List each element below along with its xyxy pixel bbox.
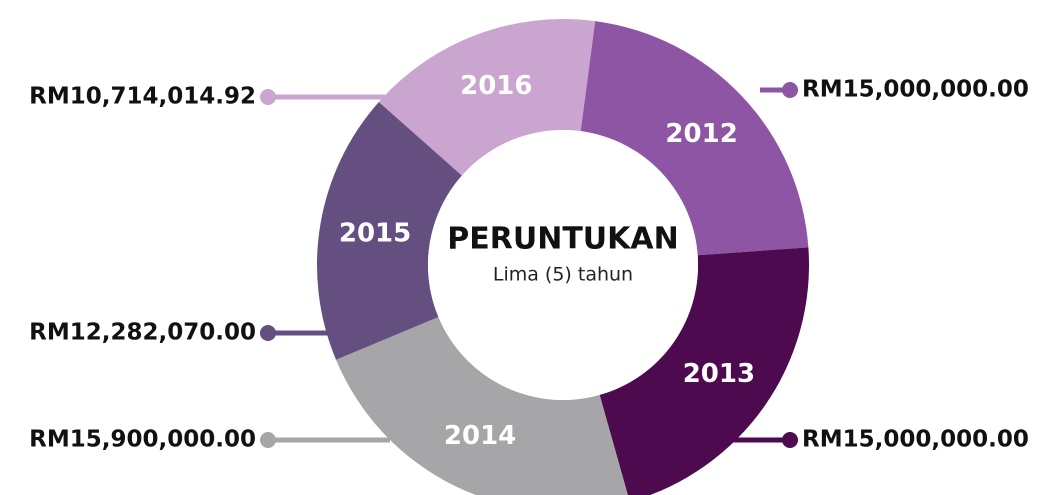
value-label: RM10,714,014.92 [29,84,256,110]
segment-label: 2015 [339,218,411,248]
segment-label: 2014 [444,421,516,451]
callout-dot [782,82,798,98]
value-label: RM12,282,070.00 [29,320,256,346]
segment-label: 2013 [683,359,755,389]
value-label: RM15,000,000.00 [802,427,1029,453]
callout-dot [260,325,276,341]
chart-title: PERUNTUKAN [447,222,678,257]
callout-dot [260,432,276,448]
segment-label: 2012 [665,119,737,149]
donut-segment [378,18,596,176]
chart-subtitle: Lima (5) tahun [493,264,633,286]
segment-label: 2016 [460,71,532,101]
donut-hole [428,130,698,400]
donut-segment [316,101,462,360]
donut-segment [599,247,809,495]
callout-dot [260,89,276,105]
donut-segment [335,317,628,495]
value-label: RM15,900,000.00 [29,427,256,453]
donut-segment [580,21,809,256]
value-label: RM15,000,000.00 [802,77,1029,103]
callout-dot [782,432,798,448]
